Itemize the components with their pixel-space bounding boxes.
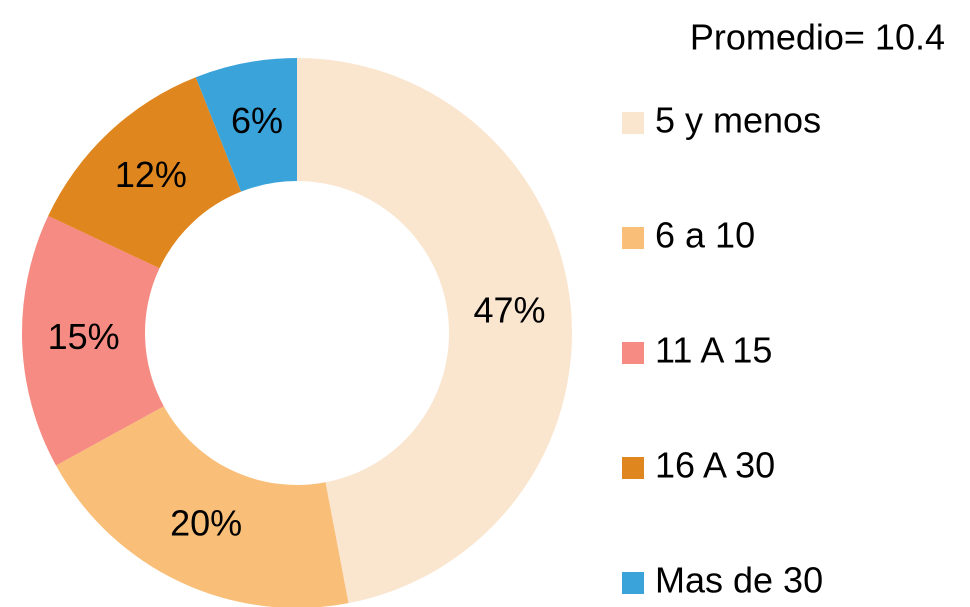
data-label: 12%	[115, 154, 187, 195]
legend-label: 11 A 15	[655, 330, 772, 371]
donut-slice	[195, 58, 297, 192]
legend-label: 5 y menos	[655, 100, 821, 141]
chart-title: Promedio= 10.4	[690, 17, 945, 58]
donut-slice	[48, 77, 242, 269]
legend-swatch	[622, 112, 644, 134]
legend-swatch	[622, 572, 644, 594]
data-label: 47%	[474, 289, 546, 330]
legend-label: Mas de 30	[655, 560, 823, 601]
data-label: 15%	[48, 316, 120, 357]
donut-slice	[21, 215, 164, 466]
donut-slice	[297, 58, 572, 604]
data-label: 6%	[231, 100, 283, 141]
legend-swatch	[622, 227, 644, 249]
data-label: 20%	[170, 503, 242, 544]
legend-swatch	[622, 457, 644, 479]
legend-label: 6 a 10	[655, 215, 755, 256]
legend-swatch	[622, 342, 644, 364]
legend-label: 16 A 30	[655, 445, 775, 486]
donut-slice	[56, 406, 349, 607]
